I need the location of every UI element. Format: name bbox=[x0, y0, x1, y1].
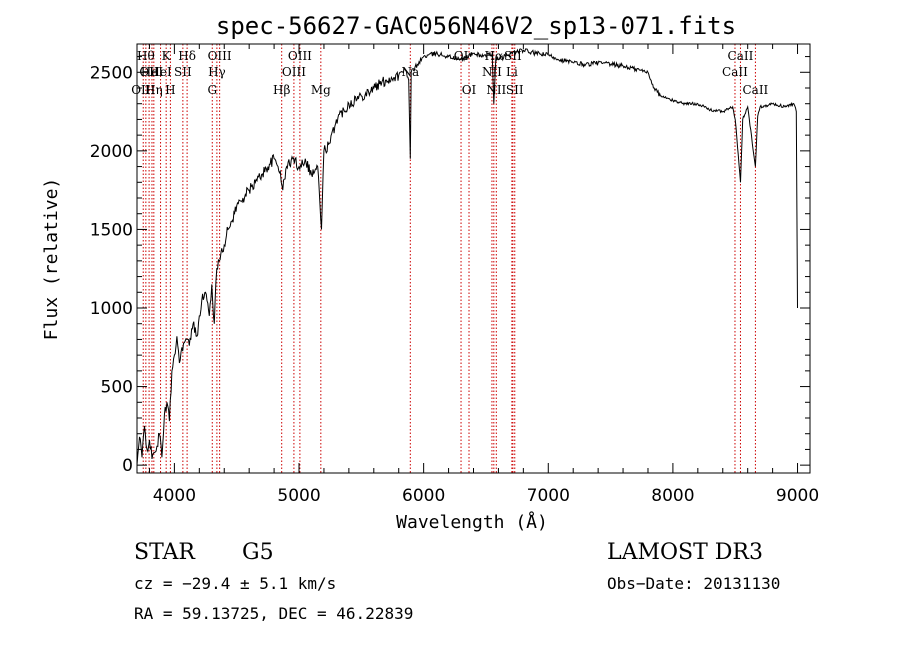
line-label: CaII bbox=[742, 83, 768, 97]
line-label: Hγ bbox=[208, 65, 226, 79]
y-tick-label: 2000 bbox=[90, 142, 133, 162]
y-tick-label: 0 bbox=[122, 456, 133, 476]
y-axis-label: Flux (relative) bbox=[41, 178, 62, 341]
line-label: SII bbox=[504, 49, 522, 63]
x-tick-label: 9000 bbox=[776, 486, 819, 506]
line-label: NII bbox=[482, 65, 502, 79]
object-subclass: G5 bbox=[242, 540, 274, 565]
line-label: Hη bbox=[145, 83, 163, 97]
line-label: OII bbox=[139, 65, 159, 79]
y-tick-label: 2500 bbox=[90, 63, 133, 83]
line-label: Li bbox=[506, 65, 518, 79]
y-tick-label: 1000 bbox=[90, 299, 133, 319]
line-label: OI bbox=[462, 83, 477, 97]
survey-name: LAMOST DR3 bbox=[607, 540, 763, 565]
chart-title: spec-56627-GAC056N46V2_sp13-071.fits bbox=[216, 12, 736, 40]
spectral-line-markers bbox=[142, 44, 756, 473]
object-class: STAR bbox=[134, 540, 196, 565]
line-label: Hδ bbox=[178, 49, 196, 63]
x-tick-label: 5000 bbox=[277, 486, 320, 506]
line-label: SII bbox=[174, 65, 192, 79]
observation-date: Obs−Date: 20131130 bbox=[607, 574, 780, 593]
line-label: OIII bbox=[288, 49, 312, 63]
spectrum-series-line bbox=[136, 48, 798, 466]
x-tick-label: 7000 bbox=[527, 486, 570, 506]
line-label: Hθ bbox=[137, 49, 155, 63]
line-label: G bbox=[207, 83, 217, 97]
line-label: H bbox=[165, 83, 175, 97]
line-label: HeI bbox=[141, 65, 164, 79]
line-label: HeI bbox=[149, 65, 172, 79]
y-tick-label: 1500 bbox=[90, 220, 133, 240]
x-axis-label: Wavelength (Å) bbox=[396, 511, 548, 533]
axis-ticks bbox=[137, 44, 810, 473]
x-tick-label: 8000 bbox=[651, 486, 694, 506]
spectral-line-labels: OIIIHθOIIHeIHηHeIKHSIIHδGHγOIIIHβOIIIOII… bbox=[131, 49, 768, 97]
line-label: Mg bbox=[311, 83, 331, 97]
line-label: CaII bbox=[728, 49, 754, 63]
sky-coordinates: RA = 59.13725, DEC = 46.22839 bbox=[134, 604, 413, 623]
line-label: NII bbox=[486, 83, 506, 97]
line-label: OIII bbox=[282, 65, 306, 79]
redshift-velocity: cz = −29.4 ± 5.1 km/s bbox=[134, 574, 336, 593]
axis-tick-labels: 4000 5000 6000 7000 8000 9000 0 500 1000 1500 2000… bbox=[90, 63, 819, 506]
line-label: Hβ bbox=[273, 83, 290, 97]
x-tick-label: 4000 bbox=[153, 486, 196, 506]
line-label: CaII bbox=[722, 65, 748, 79]
line-label: Hα bbox=[485, 49, 504, 63]
line-label: OIII bbox=[208, 49, 232, 63]
y-tick-label: 500 bbox=[101, 378, 133, 398]
line-label: K bbox=[162, 49, 172, 63]
line-label: SII bbox=[506, 83, 524, 97]
x-tick-label: 6000 bbox=[402, 486, 445, 506]
plot-frame bbox=[136, 43, 811, 474]
